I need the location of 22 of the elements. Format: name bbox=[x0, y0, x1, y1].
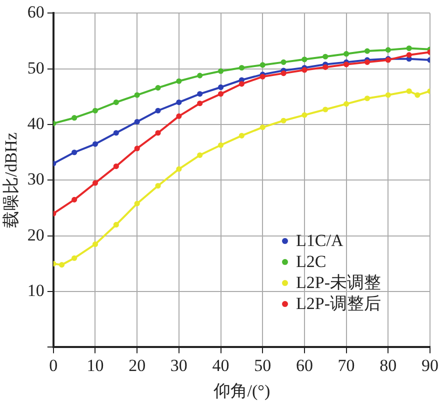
legend-label: L2P-调整后 bbox=[296, 293, 381, 314]
y-tick-label: 60 bbox=[27, 2, 44, 22]
x-tick-label: 20 bbox=[128, 356, 146, 375]
x-tick-label: 80 bbox=[380, 356, 397, 375]
legend-label: L2P-未调整 bbox=[296, 272, 381, 293]
x-tick-label: 0 bbox=[49, 356, 58, 375]
y-tick-label: 40 bbox=[27, 114, 44, 133]
x-tick-label: 90 bbox=[422, 356, 438, 375]
y-axis-title: 载噪比/dBHz bbox=[2, 132, 21, 228]
legend-label: L1C/A bbox=[296, 230, 344, 251]
x-tick-label: 50 bbox=[254, 356, 272, 375]
x-tick-label: 70 bbox=[338, 356, 355, 375]
x-axis-title: 仰角/(°) bbox=[213, 381, 270, 400]
legend-label: L2C bbox=[296, 251, 326, 272]
x-tick-label: 10 bbox=[86, 356, 104, 375]
y-tick-label: 50 bbox=[27, 58, 44, 78]
x-tick-label: 40 bbox=[212, 356, 230, 375]
y-tick-label: 20 bbox=[27, 225, 44, 244]
x-tick-label: 60 bbox=[296, 356, 313, 375]
y-tick-label: 10 bbox=[27, 281, 44, 300]
y-tick-label: 30 bbox=[27, 170, 44, 189]
x-tick-label: 30 bbox=[170, 356, 188, 375]
